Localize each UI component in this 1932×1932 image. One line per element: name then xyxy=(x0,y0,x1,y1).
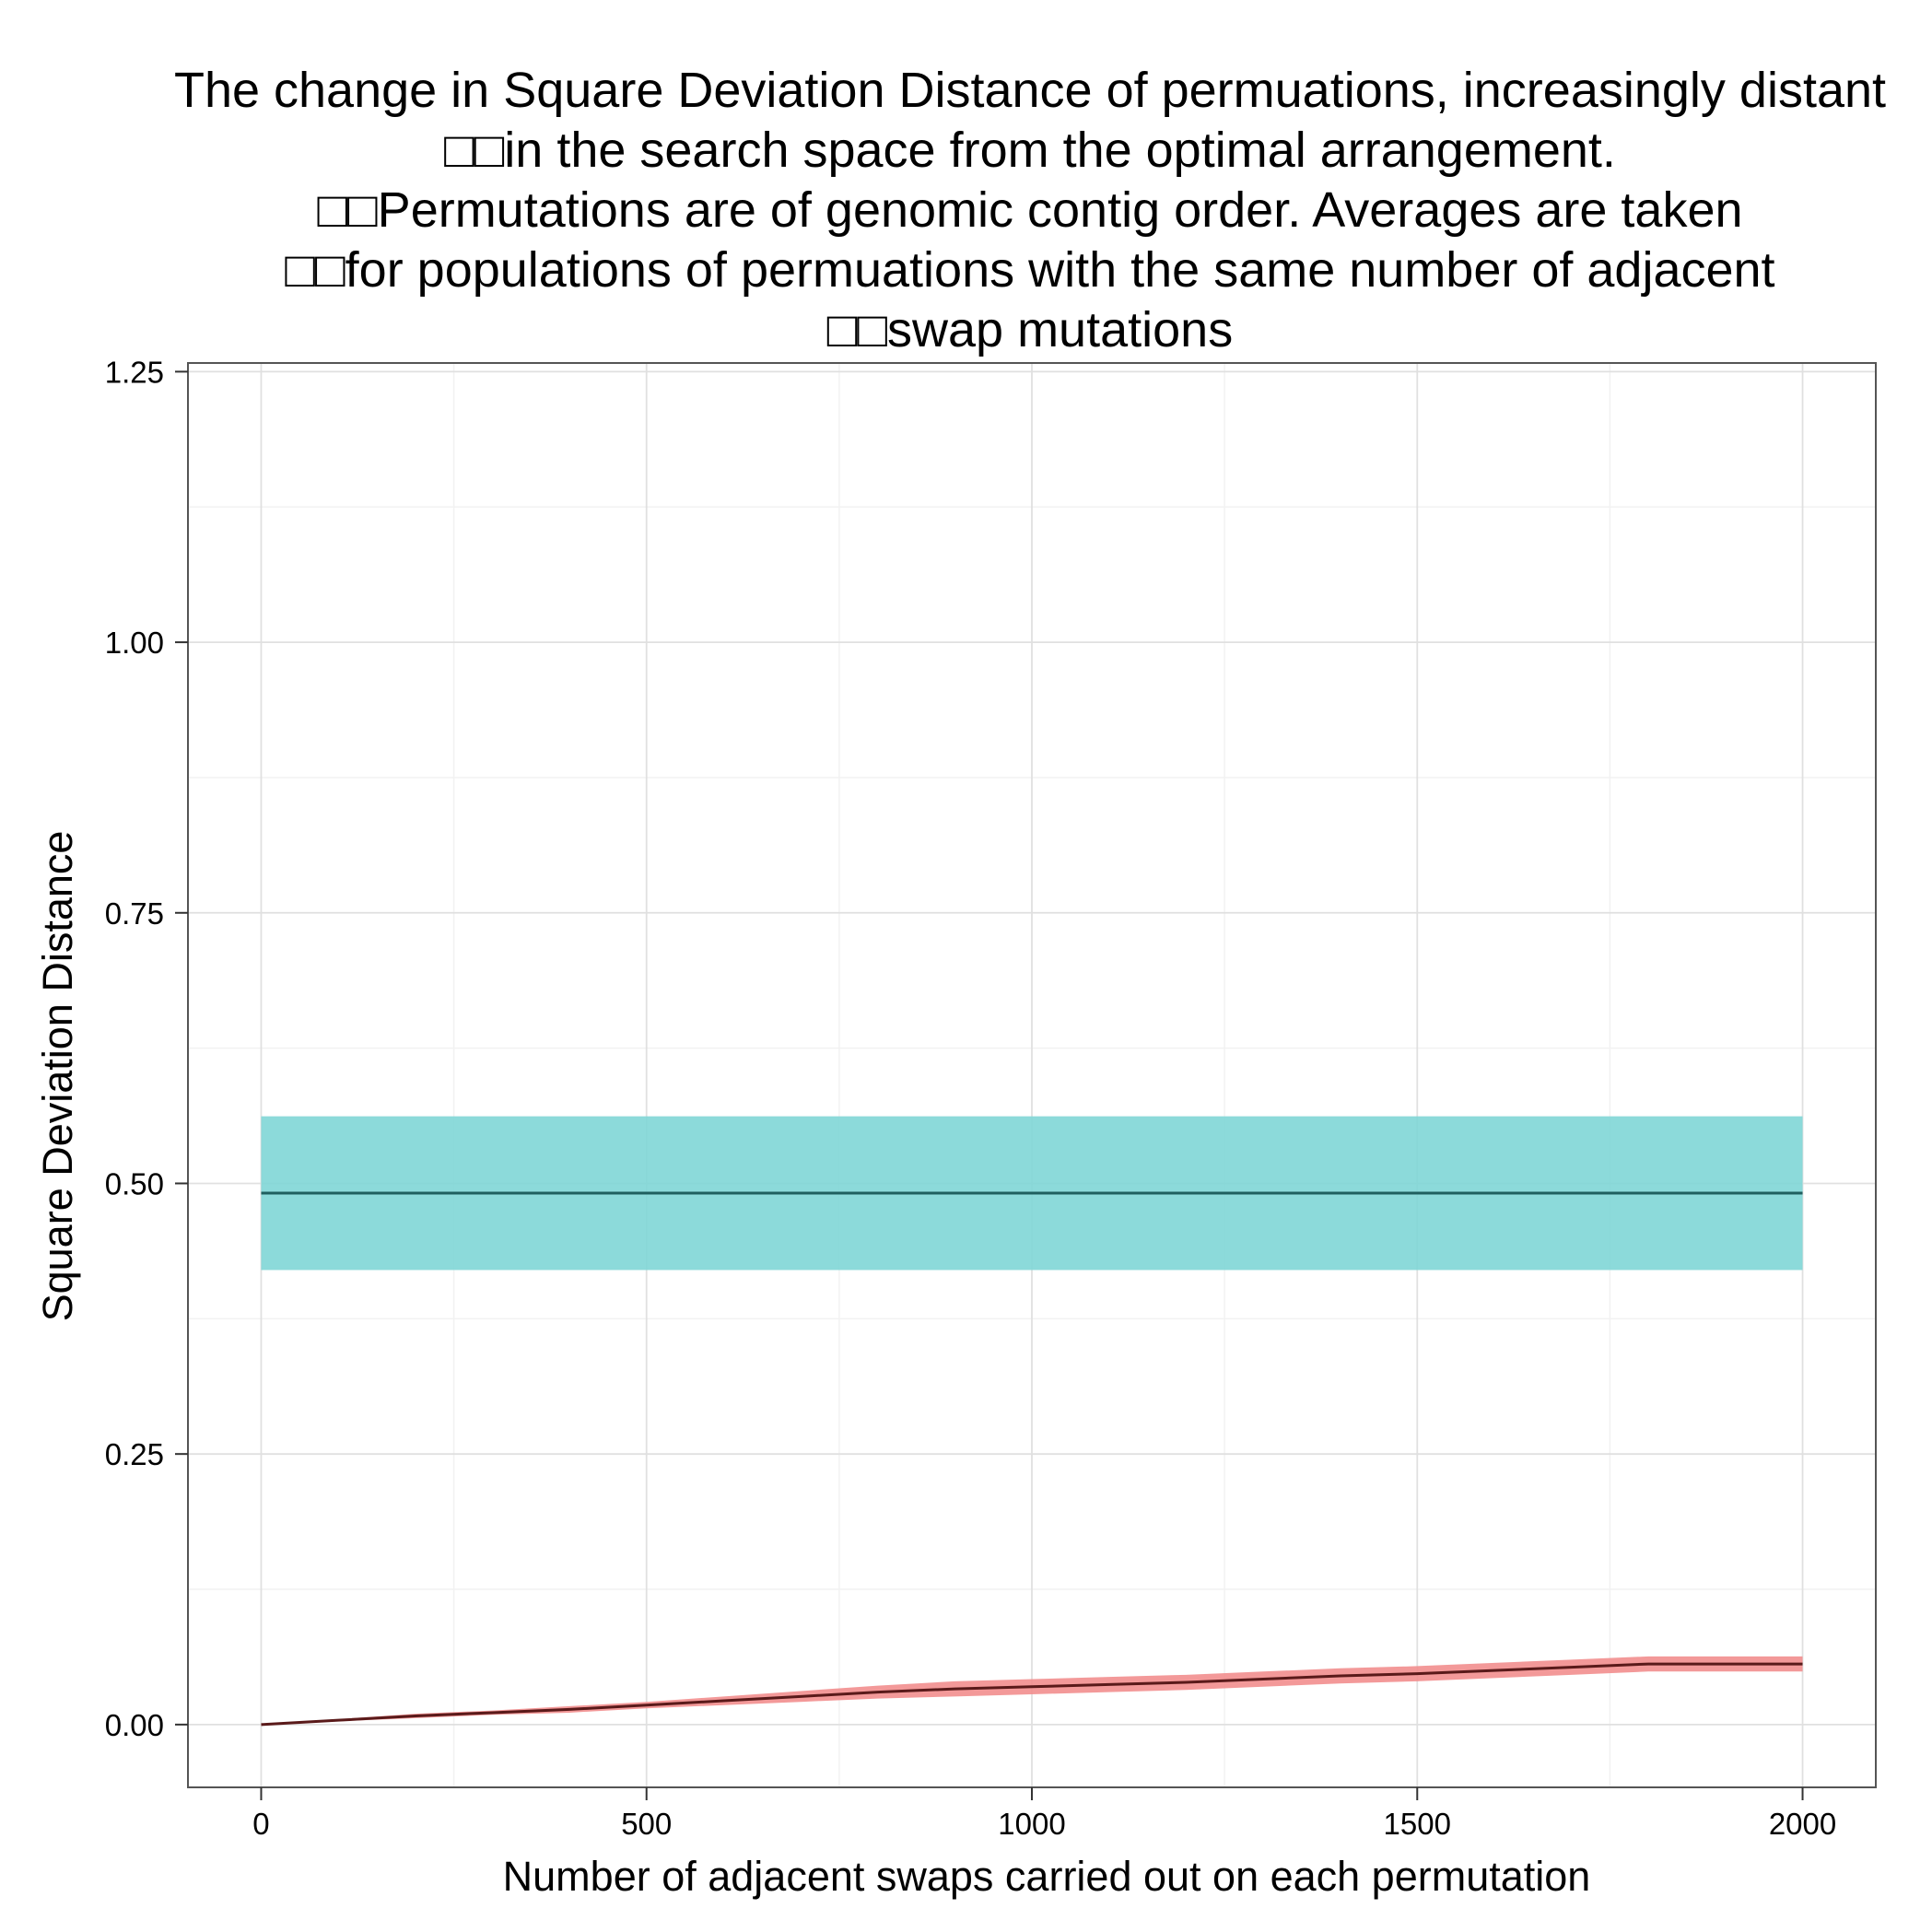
x-tick-label: 500 xyxy=(621,1807,672,1841)
x-axis-title: Number of adjacent swaps carried out on … xyxy=(503,1853,1591,1900)
y-tick-label: 0.00 xyxy=(105,1708,164,1742)
series-layer xyxy=(261,1116,1803,1727)
grid xyxy=(188,363,1876,1787)
title-line-2: □□in the search space from the optimal a… xyxy=(444,123,1616,178)
y-tick-label: 0.25 xyxy=(105,1437,164,1471)
series-2-line xyxy=(261,1662,1803,1727)
x-tick-label: 2000 xyxy=(1769,1807,1836,1841)
x-tick-label: 1500 xyxy=(1384,1807,1451,1841)
y-tick-label: 0.75 xyxy=(105,896,164,931)
y-axis: 0.00 0.25 0.50 0.75 1.00 1.25 xyxy=(105,355,188,1742)
x-tick-label: 1000 xyxy=(998,1807,1065,1841)
title-line-4: □□for populations of permuations with th… xyxy=(285,242,1774,298)
y-tick-label: 1.00 xyxy=(105,626,164,660)
title-line-5: □□swap mutations xyxy=(827,302,1233,357)
title-line-3: □□Permutations are of genomic contig ord… xyxy=(317,182,1742,238)
y-axis-title: Square Deviation Distance xyxy=(34,831,81,1322)
chart-title: The change in Square Deviation Distance … xyxy=(174,63,1886,357)
title-line-1: The change in Square Deviation Distance … xyxy=(174,63,1886,118)
y-tick-label: 1.25 xyxy=(105,355,164,389)
x-tick-label: 0 xyxy=(252,1807,269,1841)
x-axis: 0 500 1000 1500 2000 xyxy=(252,1787,1836,1841)
y-tick-label: 0.50 xyxy=(105,1166,164,1200)
